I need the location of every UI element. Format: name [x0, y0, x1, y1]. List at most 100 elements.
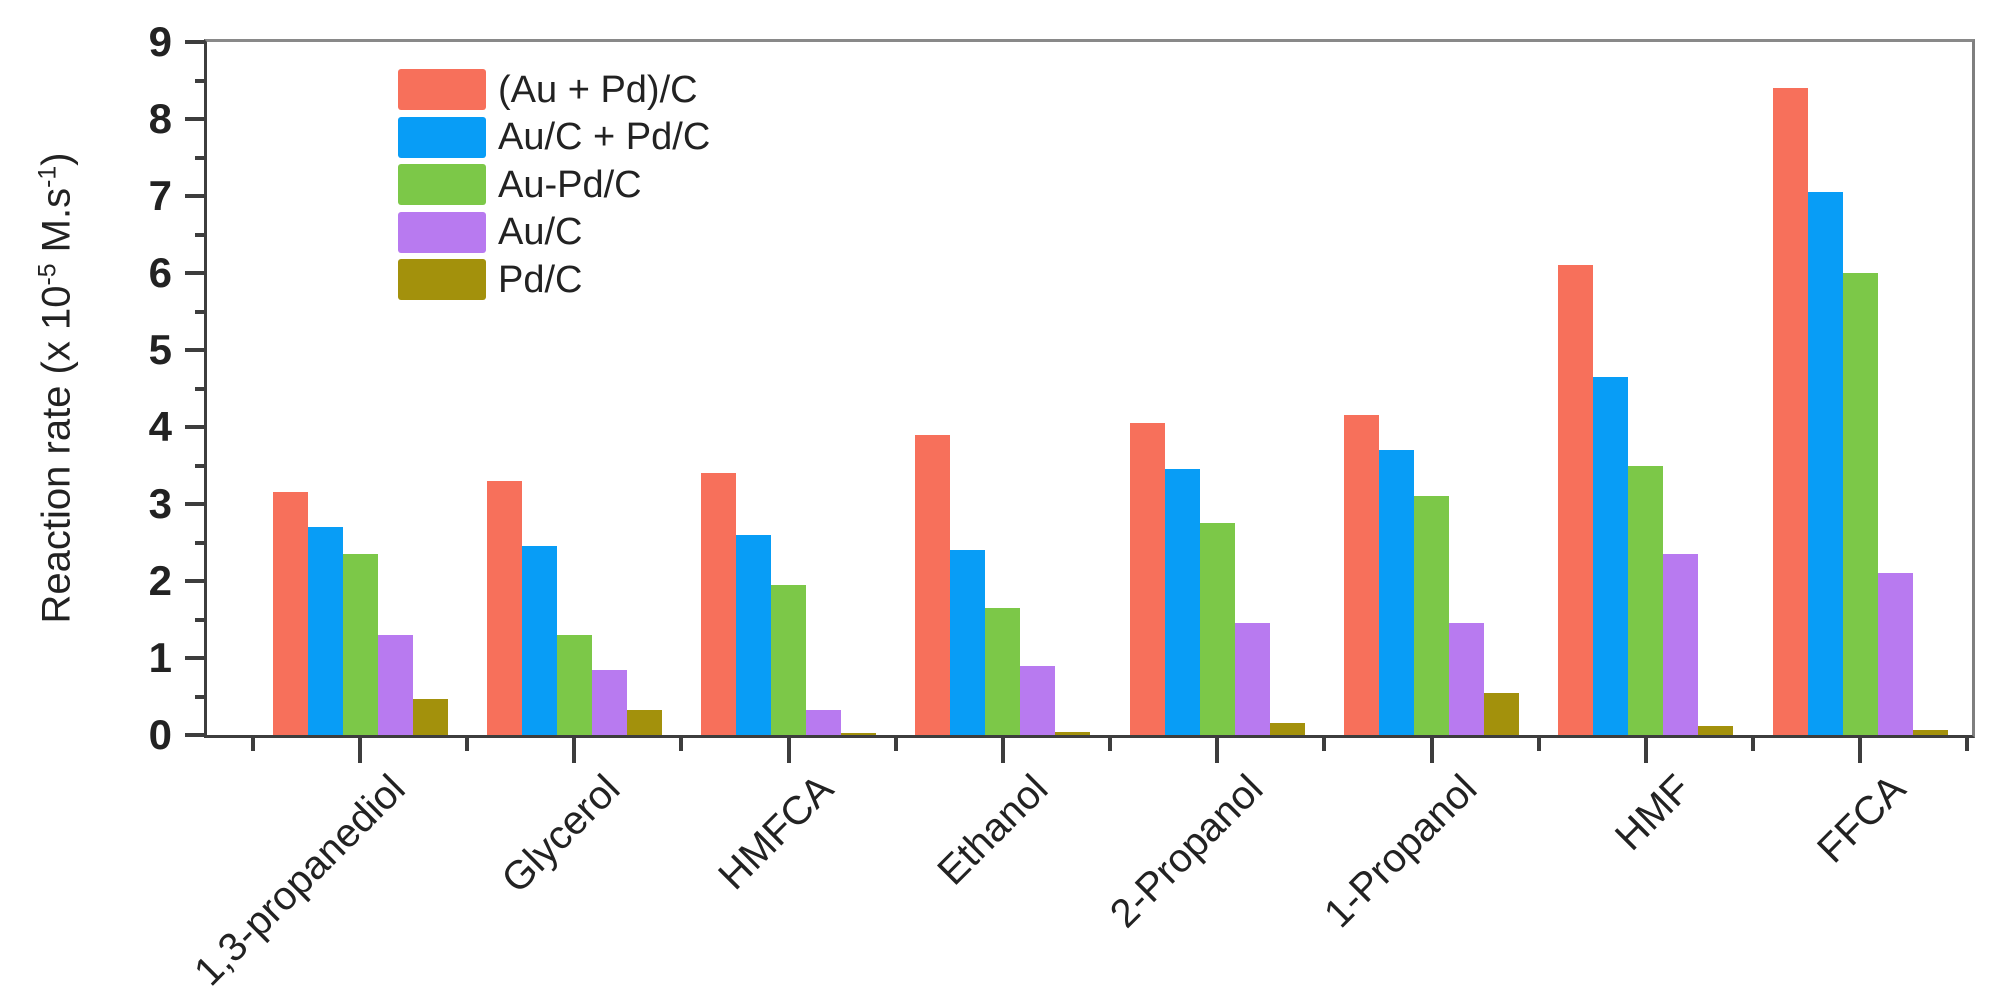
bar-au-c	[1020, 665, 1056, 735]
y-tick-label: 6	[148, 249, 172, 296]
y-major-tick	[185, 733, 207, 737]
y-tick-label: 2	[148, 557, 172, 604]
y-tick-label: 3	[148, 480, 172, 527]
bar--au-pd-c	[1129, 423, 1165, 735]
y-axis-title: Reaction rate (x 10-5 M.s-1)	[34, 153, 79, 624]
y-major-tick	[185, 579, 207, 583]
bar-au-c-pd-c	[736, 534, 772, 735]
x-minor-tick	[893, 737, 898, 751]
x-major-tick	[358, 737, 362, 763]
bar--au-pd-c	[486, 480, 522, 735]
bar-au-pd-c	[1842, 273, 1878, 735]
legend-label: Pd/C	[498, 258, 583, 301]
bar-pd-c	[626, 710, 662, 735]
x-minor-tick	[679, 737, 684, 751]
y-minor-tick	[195, 309, 207, 314]
y-major-tick	[185, 502, 207, 506]
x-minor-tick	[1536, 737, 1541, 751]
legend-swatch	[398, 164, 486, 205]
bar-pd-c	[1484, 692, 1519, 735]
y-axis-title-close-paren: )	[34, 152, 79, 166]
x-minor-tick	[250, 737, 255, 751]
x-category-label: Glycerol	[493, 766, 629, 902]
x-category-label: HMFCA	[710, 766, 843, 899]
bar-au-c-pd-c	[950, 550, 986, 735]
x-major-tick	[572, 737, 577, 763]
y-axis-title-text: Reaction rate (x 10	[34, 285, 79, 624]
legend-swatch	[398, 211, 486, 253]
y-tick-label: 8	[148, 95, 172, 142]
y-minor-tick	[195, 694, 207, 699]
y-major-tick	[185, 656, 207, 660]
x-minor-tick	[1750, 737, 1755, 751]
bar-pd-c	[1055, 731, 1091, 735]
x-minor-tick	[1322, 737, 1327, 751]
bar-au-c-pd-c	[1807, 192, 1843, 735]
y-major-tick	[185, 271, 207, 275]
y-minor-tick	[195, 78, 207, 83]
y-major-tick	[185, 194, 207, 198]
y-axis-title-unit-exponent: -1	[34, 165, 62, 188]
bar--au-pd-c	[272, 492, 308, 735]
x-major-tick	[1000, 737, 1005, 763]
x-category-label: 1-Propanol	[1315, 766, 1486, 937]
y-minor-tick	[195, 463, 207, 468]
y-minor-tick	[195, 617, 207, 622]
y-major-tick	[185, 117, 207, 121]
y-major-tick	[185, 348, 207, 352]
bar-au-pd-c	[342, 554, 378, 735]
x-category-label: Ethanol	[929, 766, 1057, 894]
x-minor-tick	[1108, 737, 1113, 751]
x-category-label: 2-Propanol	[1101, 766, 1271, 937]
bar--au-pd-c	[915, 434, 951, 735]
bar-au-c	[377, 634, 413, 735]
x-major-tick	[786, 737, 791, 763]
y-axis-title-units: M.s	[34, 187, 79, 264]
y-minor-tick	[195, 155, 207, 160]
y-tick-label: 9	[148, 18, 172, 65]
x-major-tick	[1429, 737, 1434, 763]
y-tick-label: 5	[148, 326, 172, 373]
bar-au-pd-c	[1414, 496, 1449, 735]
y-minor-tick	[195, 386, 207, 391]
plot-area	[207, 42, 1972, 735]
bar-au-c-pd-c	[1164, 469, 1200, 735]
bar--au-pd-c	[701, 473, 737, 735]
legend-label: Au/C	[498, 211, 583, 253]
bar--au-pd-c	[1772, 88, 1808, 735]
y-axis-title-exponent: -5	[34, 263, 62, 286]
bar-pd-c	[412, 698, 448, 735]
x-major-tick	[1215, 737, 1220, 763]
bar-au-c	[1877, 573, 1913, 735]
legend-swatch	[398, 116, 486, 158]
y-tick-label: 1	[148, 634, 172, 681]
bar-au-pd-c	[556, 634, 592, 735]
y-major-tick	[185, 40, 207, 44]
bar-au-c-pd-c	[307, 527, 343, 735]
y-tick-label: 7	[148, 172, 172, 219]
x-category-label: FFCA	[1808, 766, 1914, 872]
bar-au-c	[1449, 623, 1484, 735]
bar-pd-c	[1912, 730, 1948, 735]
legend-label: Au/C + Pd/C	[498, 116, 711, 158]
legend-swatch	[398, 69, 486, 110]
bar-au-pd-c	[1199, 523, 1235, 735]
bar-pd-c	[841, 732, 877, 735]
legend-label: Au-Pd/C	[498, 163, 642, 206]
bar--au-pd-c	[1344, 415, 1379, 735]
x-category-label: 1,3-propanediol	[186, 766, 414, 995]
x-major-tick	[1643, 737, 1648, 763]
y-minor-tick	[195, 232, 207, 237]
bar-au-pd-c	[771, 584, 807, 735]
bar-au-pd-c	[985, 607, 1021, 735]
legend-label: (Au + Pd)/C	[498, 68, 698, 111]
y-tick-label: 4	[148, 403, 172, 450]
y-tick-label: 0	[148, 711, 172, 758]
bar-au-c	[591, 669, 627, 735]
bar-au-pd-c	[1628, 465, 1664, 735]
bar-pd-c	[1698, 725, 1734, 735]
bar-au-c	[806, 709, 842, 735]
x-major-tick	[1858, 737, 1863, 763]
bar-au-c	[1234, 623, 1270, 735]
x-minor-tick	[465, 737, 470, 751]
